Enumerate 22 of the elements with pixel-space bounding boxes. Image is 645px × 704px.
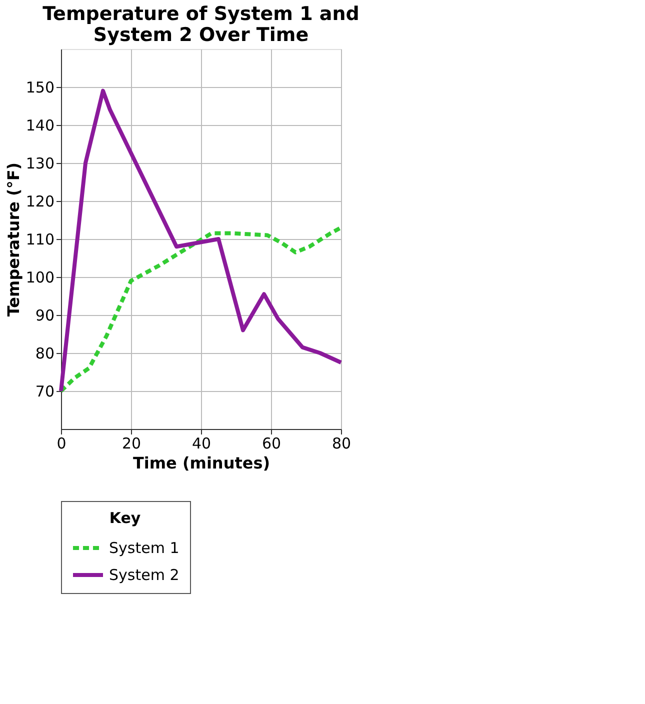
- legend-title: Key: [109, 509, 141, 527]
- x-axis-title: Time (minutes): [132, 454, 270, 472]
- y-tick-label: 130: [26, 154, 54, 172]
- y-tick-label: 140: [26, 116, 54, 134]
- legend-label: System 1: [109, 539, 180, 557]
- line-series: [59, 88, 343, 393]
- x-tick-label: 80: [332, 434, 352, 452]
- line-series: [59, 226, 343, 393]
- x-tick-label: 40: [192, 434, 212, 452]
- chart-title: Temperature of System 1 and System 2 Over Time: [42, 3, 360, 46]
- y-axis-title: Temperature (°F): [4, 162, 23, 317]
- y-tick-label: 120: [26, 192, 54, 210]
- legend-label: System 2: [109, 566, 180, 584]
- x-tick-label: 20: [122, 434, 142, 452]
- x-tick-label: 60: [262, 434, 282, 452]
- y-tick-label: 100: [26, 268, 54, 286]
- y-tick-label: 110: [26, 230, 54, 248]
- y-tick-label: 150: [26, 78, 54, 96]
- x-tick-label: 0: [56, 434, 66, 452]
- y-tick-label: 90: [35, 306, 54, 324]
- y-tick-label: 80: [35, 344, 54, 362]
- y-tick-label: 70: [35, 382, 54, 400]
